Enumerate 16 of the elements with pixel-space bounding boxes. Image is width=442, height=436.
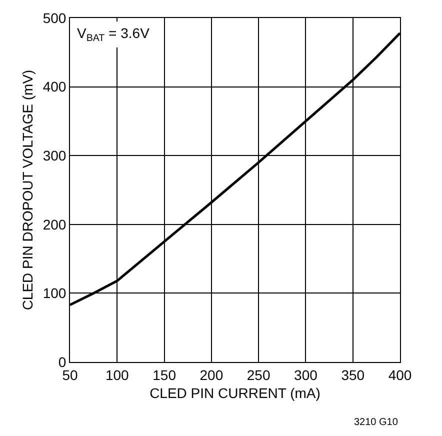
x-tick-label: 200 bbox=[200, 366, 224, 383]
x-tick-label: 250 bbox=[246, 366, 270, 383]
x-tick-label: 100 bbox=[105, 366, 130, 383]
text: 3210 G10 bbox=[354, 417, 398, 428]
x-tick-label: 300 bbox=[294, 366, 318, 383]
y-tick-label: 200 bbox=[42, 216, 66, 232]
x-tick-label: 400 bbox=[388, 366, 412, 383]
x-tick-label: 150 bbox=[152, 366, 176, 383]
y-tick-label: 500 bbox=[42, 10, 66, 26]
y-axis-title: CLED PIN DROPOUT VOLTAGE (mV) bbox=[19, 70, 36, 310]
y-tick-label: 400 bbox=[42, 78, 66, 95]
y-tick-label: 300 bbox=[42, 148, 66, 164]
annotation: V$_{BAT}$ = 3.6V bbox=[77, 25, 150, 44]
x-axis-title: CLED PIN CURRENT (mA) bbox=[150, 385, 320, 402]
y-tick-label: 100 bbox=[42, 285, 66, 302]
x-tick-label: 350 bbox=[341, 366, 365, 383]
